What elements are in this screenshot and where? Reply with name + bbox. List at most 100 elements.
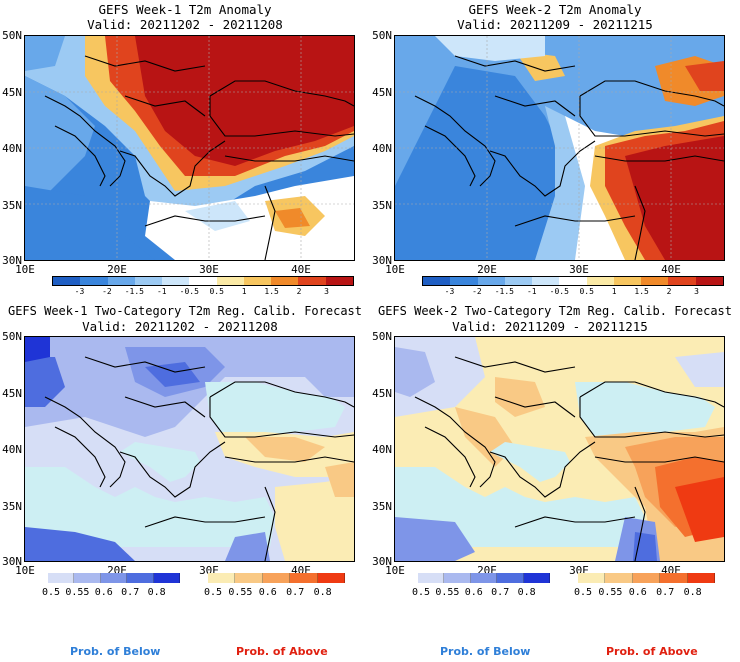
colorbar-tick-label: 0.7 (656, 587, 675, 598)
lat-label: 45N (2, 86, 22, 99)
lon-label: 20E (107, 263, 127, 276)
colorbar-tick-label: 1.5 (264, 287, 279, 296)
lat-label: 40N (2, 443, 22, 456)
colorbar-swatch (418, 573, 445, 583)
lat-label: 30N (372, 254, 392, 267)
colorbar-tick-label: -2 (102, 287, 112, 296)
anomaly-map (24, 35, 355, 261)
colorbar-tick-label: 0.7 (121, 587, 140, 598)
panel-title: GEFS Week-2 Two-Category T2m Reg. Calib.… (377, 304, 732, 318)
prob-below-colorbar (418, 573, 551, 583)
colorbar-swatch (477, 277, 505, 285)
colorbar-tick-label: 1 (241, 287, 247, 296)
colorbar-swatch (497, 573, 524, 583)
colorbar-swatch (660, 573, 688, 583)
colorbar-swatch (162, 277, 190, 285)
colorbar-tick-label: 0.55 (598, 587, 623, 598)
legend-prob-below: Prob. of Below (70, 645, 161, 658)
lon-label: 10E (385, 263, 405, 276)
prob-above-colorbar (578, 573, 716, 583)
colorbar-tick-label: 0.8 (683, 587, 702, 598)
prob-below-colorbar (48, 573, 181, 583)
lon-label: 40E (661, 564, 681, 577)
colorbar-swatch (687, 573, 716, 583)
panel-week2-two-category: GEFS Week-2 Two-Category T2m Reg. Calib.… (370, 300, 740, 600)
colorbar-tick-label: -0.5 (549, 287, 569, 296)
lon-label: 20E (477, 564, 497, 577)
colorbar-swatch (208, 573, 236, 583)
colorbar-swatch (444, 573, 471, 583)
colorbar-tick-label: -0.5 (179, 287, 199, 296)
colorbar-tick-label: 0.6 (628, 587, 647, 598)
colorbar-swatch (523, 573, 551, 583)
lon-label: 30E (199, 263, 219, 276)
colorbar-tick-label: 0.6 (258, 587, 277, 598)
colorbar-swatch (559, 277, 587, 285)
lat-label: 30N (2, 254, 22, 267)
colorbar-tick-label: 2 (666, 287, 672, 296)
legend-prob-above: Prob. of Above (606, 645, 698, 658)
colorbar-swatch (641, 277, 669, 285)
colorbar-swatch (271, 277, 299, 285)
colorbar-swatch (235, 573, 263, 583)
anomaly-colorbar (422, 276, 724, 286)
lon-label: 30E (569, 564, 589, 577)
colorbar-tick-label: 0.5 (573, 587, 593, 598)
colorbar-tick-label: 0.55 (435, 587, 460, 598)
colorbar-swatch (605, 573, 633, 583)
legend-prob-below: Prob. of Below (440, 645, 531, 658)
colorbar-swatch (695, 277, 723, 285)
lon-label: 20E (107, 564, 127, 577)
lat-label: 35N (372, 199, 392, 212)
colorbar-swatch (586, 277, 614, 285)
colorbar-swatch (262, 573, 291, 583)
colorbar-swatch (470, 573, 498, 583)
lon-label: 40E (661, 263, 681, 276)
colorbar-tick-label: 0.8 (517, 587, 536, 598)
colorbar-swatch (613, 277, 642, 285)
colorbar-swatch (153, 573, 181, 583)
lat-label: 30N (372, 555, 392, 568)
colorbar-tick-label: -1 (526, 287, 537, 296)
panel-title: GEFS Week-2 T2m Anomaly (468, 2, 642, 17)
lat-label: 50N (2, 29, 22, 42)
panel-week2-anomaly: GEFS Week-2 T2m Anomaly Valid: 20211209 … (370, 0, 740, 300)
colorbar-swatch (325, 277, 353, 285)
legend-prob-above: Prob. of Above (236, 645, 328, 658)
colorbar-tick-label: 1.5 (634, 287, 649, 296)
colorbar-tick-label: 2 (296, 287, 302, 296)
panel-title: GEFS Week-1 T2m Anomaly (98, 2, 272, 17)
colorbar-tick-label: 3 (324, 287, 329, 296)
colorbar-tick-label: 0.55 (228, 587, 253, 598)
colorbar-swatch (504, 277, 533, 285)
lat-label: 40N (372, 142, 392, 155)
colorbar-tick-label: 0.5 (579, 287, 594, 296)
colorbar-swatch (80, 277, 108, 285)
colorbar-swatch (134, 277, 163, 285)
lat-label: 50N (372, 29, 392, 42)
colorbar-tick-label: 0.6 (94, 587, 113, 598)
colorbar-swatch (298, 277, 326, 285)
colorbar-swatch (53, 277, 81, 285)
anomaly-map (394, 35, 725, 261)
colorbar-tick-label: 0.7 (286, 587, 305, 598)
colorbar-tick-label: 0.8 (313, 587, 332, 598)
colorbar-tick-label: 1 (611, 287, 617, 296)
panel-valid-dates: Valid: 20211202 - 20211208 (82, 319, 278, 334)
lon-label: 40E (291, 263, 311, 276)
colorbar-tick-label: 0.5 (209, 287, 224, 296)
colorbar-tick-label: 0.5 (203, 587, 223, 598)
prob-above-colorbar (208, 573, 346, 583)
colorbar-tick-label: 0.7 (491, 587, 510, 598)
colorbar-swatch (532, 277, 560, 285)
colorbar-swatch (317, 573, 346, 583)
lon-label: 30E (199, 564, 219, 577)
colorbar-swatch (450, 277, 478, 285)
anomaly-colorbar (52, 276, 354, 286)
colorbar-tick-label: 0.8 (147, 587, 166, 598)
lon-label: 10E (15, 564, 35, 577)
lat-label: 50N (372, 330, 392, 343)
colorbar-tick-label: 3 (694, 287, 699, 296)
panel-valid-dates: Valid: 20211202 - 20211208 (87, 17, 283, 32)
colorbar-tick-label: 0.55 (65, 587, 90, 598)
